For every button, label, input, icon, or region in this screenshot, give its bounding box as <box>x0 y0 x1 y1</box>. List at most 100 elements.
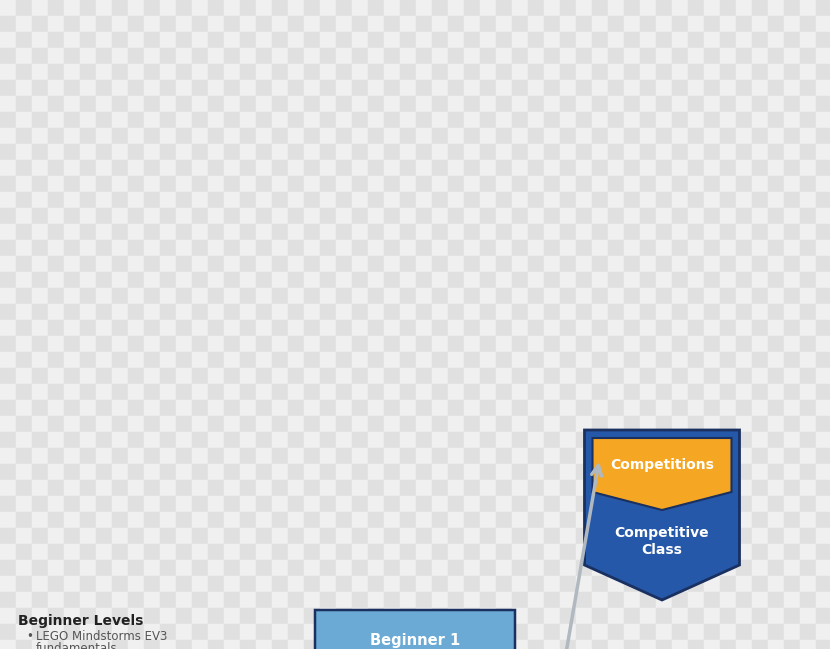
Bar <box>240 608 256 624</box>
Bar <box>768 576 784 592</box>
Bar <box>176 32 192 48</box>
Bar <box>352 176 368 192</box>
Bar <box>480 512 496 528</box>
Bar <box>208 528 224 544</box>
Bar <box>576 160 592 176</box>
Bar <box>592 0 608 16</box>
Bar <box>240 544 256 560</box>
Bar <box>304 112 320 128</box>
Bar <box>368 416 384 432</box>
Bar <box>192 128 208 144</box>
Bar <box>240 528 256 544</box>
Bar <box>704 608 720 624</box>
Bar <box>576 0 592 16</box>
Bar <box>448 224 464 240</box>
Bar <box>448 336 464 352</box>
Bar <box>432 320 448 336</box>
Bar <box>320 624 336 640</box>
Bar <box>176 304 192 320</box>
Bar <box>48 432 64 448</box>
Bar <box>704 384 720 400</box>
Bar <box>736 176 752 192</box>
Bar <box>640 224 656 240</box>
Bar <box>672 384 688 400</box>
Bar <box>752 400 768 416</box>
Bar <box>288 368 304 384</box>
Bar <box>704 448 720 464</box>
Bar <box>0 400 16 416</box>
Bar <box>208 16 224 32</box>
Bar <box>544 272 560 288</box>
Bar <box>64 112 80 128</box>
Bar <box>176 64 192 80</box>
Bar <box>112 192 128 208</box>
Bar <box>48 528 64 544</box>
Bar <box>368 64 384 80</box>
Bar <box>608 352 624 368</box>
Bar <box>256 496 272 512</box>
Bar <box>560 336 576 352</box>
Bar <box>608 128 624 144</box>
Bar <box>128 512 144 528</box>
Bar <box>208 624 224 640</box>
Bar <box>272 160 288 176</box>
Bar <box>496 96 512 112</box>
Bar <box>144 144 160 160</box>
Bar <box>448 160 464 176</box>
Bar <box>640 128 656 144</box>
Bar <box>256 368 272 384</box>
Bar <box>800 480 816 496</box>
Bar <box>0 288 16 304</box>
Bar <box>624 0 640 16</box>
Bar <box>800 448 816 464</box>
Bar <box>160 16 176 32</box>
Bar <box>16 80 32 96</box>
Bar <box>304 608 320 624</box>
Bar <box>208 80 224 96</box>
Bar <box>464 192 480 208</box>
Bar <box>672 192 688 208</box>
Bar <box>464 304 480 320</box>
Bar <box>208 160 224 176</box>
Bar <box>352 432 368 448</box>
Bar <box>272 368 288 384</box>
Bar <box>112 32 128 48</box>
Bar <box>80 16 96 32</box>
Bar <box>592 144 608 160</box>
Bar <box>208 400 224 416</box>
Bar <box>240 0 256 16</box>
Bar <box>560 96 576 112</box>
Bar <box>128 544 144 560</box>
Bar <box>176 48 192 64</box>
Bar <box>752 0 768 16</box>
Bar <box>80 320 96 336</box>
Bar <box>112 592 128 608</box>
Bar <box>0 160 16 176</box>
Bar <box>160 256 176 272</box>
Bar <box>368 640 384 649</box>
Bar <box>480 128 496 144</box>
Bar <box>560 240 576 256</box>
Bar <box>736 272 752 288</box>
Bar <box>80 32 96 48</box>
Bar <box>608 96 624 112</box>
Bar <box>160 624 176 640</box>
Bar <box>400 96 416 112</box>
Bar <box>768 80 784 96</box>
Bar <box>480 16 496 32</box>
Bar <box>576 112 592 128</box>
Bar <box>96 320 112 336</box>
Bar <box>560 496 576 512</box>
Bar <box>128 624 144 640</box>
Bar <box>448 592 464 608</box>
Bar <box>32 496 48 512</box>
Bar <box>288 112 304 128</box>
Bar <box>656 0 672 16</box>
Bar <box>32 560 48 576</box>
Bar <box>416 32 432 48</box>
Bar <box>144 112 160 128</box>
Bar <box>320 144 336 160</box>
Bar <box>720 128 736 144</box>
Bar <box>368 256 384 272</box>
Bar <box>48 208 64 224</box>
